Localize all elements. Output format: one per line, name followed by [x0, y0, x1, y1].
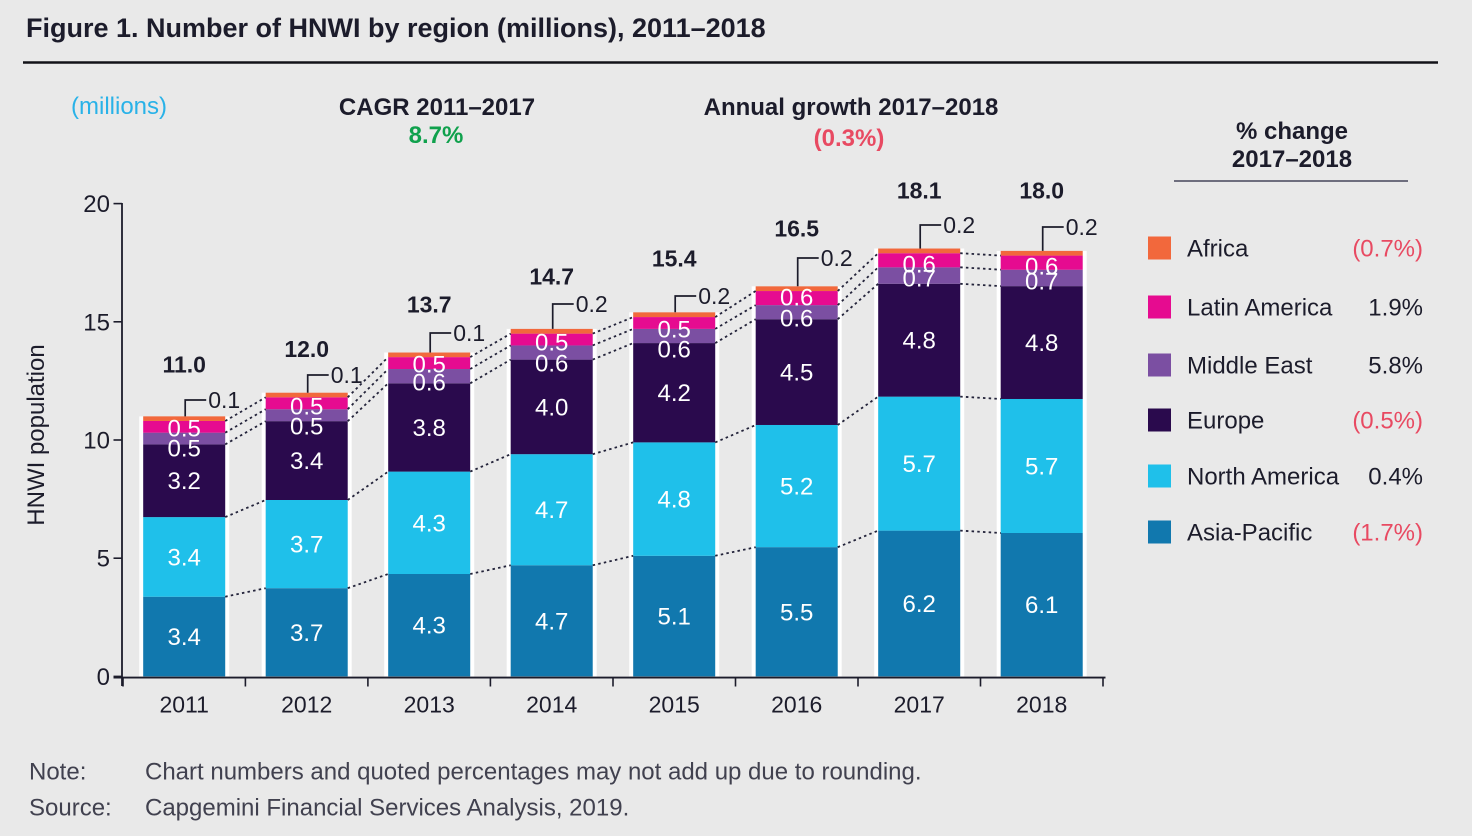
svg-text:15: 15 [83, 309, 110, 336]
svg-text:(0.5%): (0.5%) [1352, 408, 1423, 435]
svg-text:0.6: 0.6 [780, 306, 813, 333]
svg-text:5.7: 5.7 [903, 451, 936, 478]
svg-text:3.8: 3.8 [413, 415, 446, 442]
svg-text:11.0: 11.0 [162, 352, 206, 378]
svg-text:0.6: 0.6 [1025, 254, 1058, 281]
svg-text:3.4: 3.4 [168, 624, 201, 651]
svg-text:2017–2018: 2017–2018 [1232, 146, 1352, 173]
svg-text:4.8: 4.8 [903, 328, 936, 355]
svg-text:6.2: 6.2 [903, 591, 936, 618]
svg-text:4.2: 4.2 [658, 380, 691, 407]
svg-text:4.8: 4.8 [658, 487, 691, 514]
svg-text:0.2: 0.2 [1066, 214, 1098, 240]
svg-text:Figure 1. Number of HNWI by re: Figure 1. Number of HNWI by region (mill… [26, 13, 766, 43]
svg-text:0.5: 0.5 [413, 352, 446, 379]
svg-text:5.8%: 5.8% [1368, 353, 1423, 380]
svg-text:0.2: 0.2 [943, 212, 975, 238]
svg-text:14.7: 14.7 [529, 264, 574, 290]
svg-text:2013: 2013 [404, 692, 455, 718]
svg-text:2012: 2012 [281, 692, 332, 718]
svg-text:Annual growth 2017–2018: Annual growth 2017–2018 [704, 94, 999, 121]
svg-text:Capgemini Financial Services A: Capgemini Financial Services Analysis, 2… [145, 795, 629, 822]
svg-text:0.6: 0.6 [780, 285, 813, 312]
svg-text:0.7: 0.7 [1025, 269, 1058, 296]
svg-text:3.2: 3.2 [168, 468, 201, 495]
svg-text:0.4%: 0.4% [1368, 464, 1423, 491]
svg-text:Source:: Source: [29, 795, 112, 822]
svg-text:16.5: 16.5 [774, 216, 819, 242]
svg-text:8.7%: 8.7% [409, 122, 464, 149]
svg-text:0.2: 0.2 [698, 283, 730, 309]
svg-text:(1.7%): (1.7%) [1352, 520, 1423, 547]
svg-text:5.2: 5.2 [780, 474, 813, 501]
svg-text:5.7: 5.7 [1025, 454, 1058, 481]
svg-text:HNWI population: HNWI population [23, 344, 50, 525]
svg-text:Note:: Note: [29, 759, 86, 786]
svg-text:12.0: 12.0 [284, 336, 329, 362]
svg-text:10: 10 [83, 428, 110, 455]
svg-text:5.1: 5.1 [658, 604, 691, 631]
svg-text:5: 5 [97, 546, 110, 573]
svg-text:2016: 2016 [771, 692, 822, 718]
svg-text:4.7: 4.7 [535, 608, 568, 635]
svg-text:0.5: 0.5 [290, 414, 323, 441]
svg-text:0.1: 0.1 [208, 387, 240, 413]
svg-text:Africa: Africa [1187, 236, 1249, 263]
svg-text:0.5: 0.5 [290, 394, 323, 421]
svg-text:3.7: 3.7 [290, 620, 323, 647]
svg-text:13.7: 13.7 [407, 292, 452, 318]
svg-text:0.5: 0.5 [168, 436, 201, 463]
svg-text:(0.3%): (0.3%) [814, 125, 885, 152]
svg-text:4.0: 4.0 [535, 394, 568, 421]
svg-text:0: 0 [97, 664, 110, 691]
svg-text:0.6: 0.6 [903, 252, 936, 279]
svg-text:0.5: 0.5 [535, 330, 568, 357]
svg-text:18.1: 18.1 [897, 178, 942, 204]
svg-text:15.4: 15.4 [652, 246, 697, 272]
svg-text:(millions): (millions) [71, 93, 167, 120]
svg-text:6.1: 6.1 [1025, 592, 1058, 619]
svg-text:4.3: 4.3 [413, 510, 446, 537]
svg-text:2011: 2011 [159, 692, 208, 718]
svg-text:2015: 2015 [649, 692, 700, 718]
svg-text:0.1: 0.1 [331, 362, 363, 388]
svg-text:1.9%: 1.9% [1368, 295, 1423, 322]
svg-text:Europe: Europe [1187, 408, 1264, 435]
svg-text:20: 20 [83, 191, 110, 218]
svg-text:0.2: 0.2 [821, 245, 853, 271]
svg-text:Chart numbers and quoted perce: Chart numbers and quoted percentages may… [145, 759, 922, 786]
svg-text:3.7: 3.7 [290, 532, 323, 559]
svg-text:(0.7%): (0.7%) [1352, 236, 1423, 263]
svg-text:3.4: 3.4 [290, 448, 323, 475]
svg-text:4.8: 4.8 [1025, 330, 1058, 357]
svg-text:0.5: 0.5 [658, 317, 691, 344]
svg-text:18.0: 18.0 [1019, 178, 1064, 204]
svg-text:North America: North America [1187, 464, 1340, 491]
svg-text:4.5: 4.5 [780, 360, 813, 387]
svg-text:Latin America: Latin America [1187, 295, 1333, 322]
svg-text:% change: % change [1236, 118, 1348, 145]
svg-text:0.1: 0.1 [453, 320, 485, 346]
svg-text:2017: 2017 [894, 692, 945, 718]
svg-text:0.6: 0.6 [535, 351, 568, 378]
svg-text:0.2: 0.2 [576, 291, 608, 317]
svg-text:Asia-Pacific: Asia-Pacific [1187, 520, 1312, 547]
svg-text:0.6: 0.6 [413, 370, 446, 397]
svg-text:0.7: 0.7 [903, 266, 936, 293]
svg-text:3.4: 3.4 [168, 544, 201, 571]
svg-text:Middle East: Middle East [1187, 353, 1313, 380]
svg-text:2014: 2014 [526, 692, 577, 718]
svg-text:0.5: 0.5 [168, 416, 201, 443]
svg-text:4.3: 4.3 [413, 613, 446, 640]
svg-text:0.6: 0.6 [658, 337, 691, 364]
svg-text:2018: 2018 [1016, 692, 1067, 718]
svg-text:4.7: 4.7 [535, 497, 568, 524]
svg-text:5.5: 5.5 [780, 599, 813, 626]
svg-text:CAGR 2011–2017: CAGR 2011–2017 [339, 94, 535, 121]
